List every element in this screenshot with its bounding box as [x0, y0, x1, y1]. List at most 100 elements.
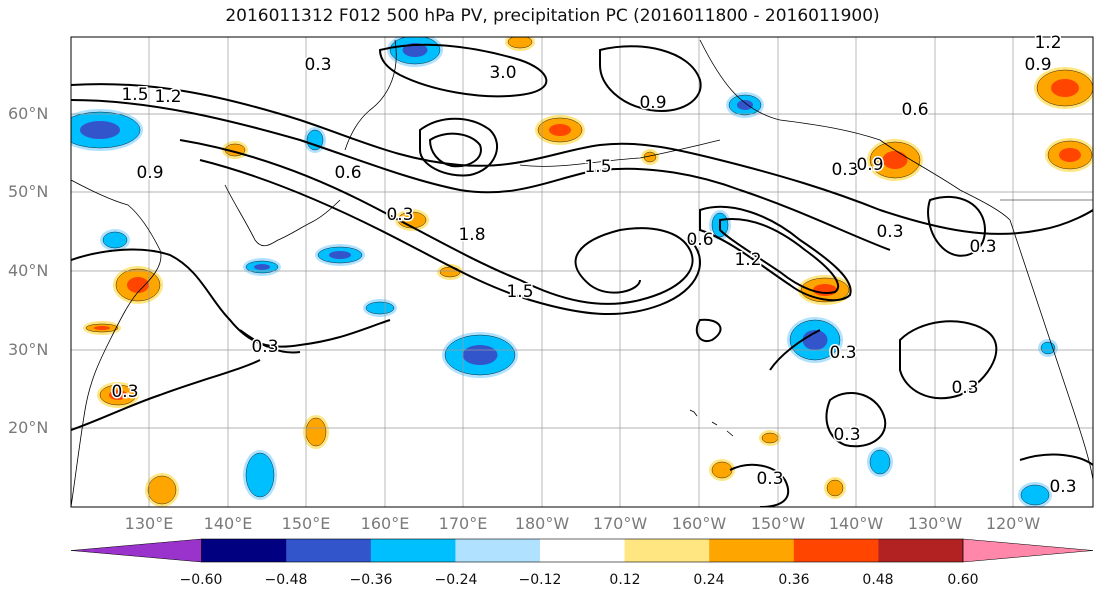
contour-label: 0.9: [856, 155, 883, 175]
contour-label: 1.5: [121, 85, 148, 105]
pv-contour: [729, 463, 790, 507]
pv-contour: [695, 318, 722, 343]
positive-precip-area: [305, 417, 327, 447]
colorbar-segment: [201, 539, 287, 562]
positive-precip-area: [711, 461, 733, 479]
contour-label: 0.3: [1049, 477, 1076, 497]
coast-hawaii: [689, 409, 734, 437]
pv-contours: [71, 43, 1093, 507]
pv-contour: [71, 359, 261, 431]
colorbar-segment: [709, 539, 795, 562]
lon-label: 160°W: [671, 514, 727, 533]
negative-precip-core: [329, 251, 351, 259]
contour-labels: 0.3 3.01.5 1.20.9 0.60.31.51.81.51.20.60.30…: [110, 32, 1078, 499]
contour-label: 0.3: [304, 55, 331, 75]
map-title: 2016011312 F012 500 hPa PV, precipitatio…: [225, 6, 880, 26]
pv-contour: [769, 329, 821, 371]
lon-label: 160°E: [360, 514, 410, 533]
lat-label: 50°N: [8, 182, 49, 201]
pv-contour: [899, 320, 998, 400]
lon-label: 150°W: [750, 514, 806, 533]
contour-label: 1.2: [734, 250, 761, 270]
contour-label: 0.6: [334, 163, 361, 183]
contour-label: 1.2: [1034, 33, 1061, 53]
lon-label: 180°W: [514, 514, 570, 533]
positive-precip-core: [109, 390, 127, 400]
pv-contour: [239, 329, 301, 354]
contour-label: 0.3: [831, 160, 858, 180]
negative-precip-core: [80, 121, 120, 139]
contour-label: 0.3: [951, 378, 978, 398]
contour-label: 0.3: [756, 469, 783, 489]
negative-precip-area: [365, 301, 395, 315]
positive-precip-core: [127, 277, 149, 293]
contour-label: 1.2: [154, 87, 181, 107]
pv-contour: [378, 43, 548, 98]
coastlines: [71, 39, 1093, 507]
positive-precip-area: [439, 266, 461, 278]
pv-contour: [1019, 453, 1093, 466]
colorbar-tick-label: 0.36: [778, 572, 810, 588]
contour-label: 0.3: [829, 343, 856, 363]
coast-north-america: [1009, 219, 1093, 481]
negative-precip-core: [254, 264, 270, 270]
contour-label: 1.5: [584, 157, 611, 177]
lon-label: 130°W: [907, 514, 963, 533]
negative-precip-area: [102, 231, 128, 249]
positive-precip-core: [1051, 79, 1079, 97]
pv-contour: [71, 99, 891, 251]
contour-label: 0.9: [1024, 55, 1051, 75]
colorbar-segment: [540, 539, 626, 562]
pv-contour: [927, 195, 987, 257]
contour-label: 0.6: [686, 230, 713, 250]
graticule: [71, 37, 1093, 507]
colorbar-tick-label: −0.36: [349, 572, 393, 588]
lon-label: 170°W: [592, 514, 648, 533]
coast-alaska: [699, 39, 1011, 221]
colorbar-segment: [286, 539, 372, 562]
contour-label: 3.0: [489, 63, 516, 83]
positive-precip-area: [147, 475, 177, 505]
contour-label: 0.9: [136, 163, 163, 183]
negative-precip-core: [402, 43, 428, 57]
negative-precip-area: [306, 129, 324, 151]
coast-kamchatka: [344, 39, 397, 151]
lon-label: 170°E: [438, 514, 488, 533]
colorbar-tick-label: 0.24: [693, 572, 725, 588]
positive-precip-core: [549, 124, 571, 136]
colorbar-outline: [201, 538, 964, 563]
colorbar-tick-label: 0.12: [609, 572, 641, 588]
coast-asia: [71, 179, 162, 507]
contour-label: 0.3: [251, 337, 278, 357]
contour-label: 0.3: [111, 382, 138, 402]
pv-contour: [599, 45, 702, 112]
colorbar-tick-label: −0.24: [434, 572, 478, 588]
negative-precip-area: [869, 449, 891, 475]
contour-label: 0.3: [969, 237, 996, 257]
positive-precip-core: [882, 151, 908, 169]
colorbar-segment: [370, 539, 456, 562]
positive-precip-area: [826, 479, 844, 497]
negative-precip-area: [1020, 484, 1050, 506]
contour-label: 0.3: [876, 222, 903, 242]
colorbar-segment: [624, 539, 710, 562]
lon-label: 130°E: [124, 514, 174, 533]
coast-aleutians: [519, 139, 721, 167]
pv-contour: [71, 248, 391, 348]
positive-precip-core: [813, 284, 837, 296]
contour-label: 0.3: [833, 425, 860, 445]
pv-contour: [71, 83, 1093, 235]
lat-label: 40°N: [8, 261, 49, 280]
negative-precip-core: [737, 100, 753, 110]
contour-label: 1.8: [458, 225, 485, 245]
lon-label: 140°E: [203, 514, 253, 533]
pv-contour: [699, 205, 852, 302]
colorbar-extend-max: [962, 538, 1094, 563]
colorbar-tick-label: −0.12: [518, 572, 562, 588]
colorbar-segment: [455, 539, 541, 562]
lat-label: 20°N: [8, 418, 49, 437]
lon-label: 150°E: [281, 514, 331, 533]
pv-contour: [825, 391, 887, 448]
positive-precip-area: [761, 432, 779, 444]
map-panel: [71, 37, 1093, 507]
